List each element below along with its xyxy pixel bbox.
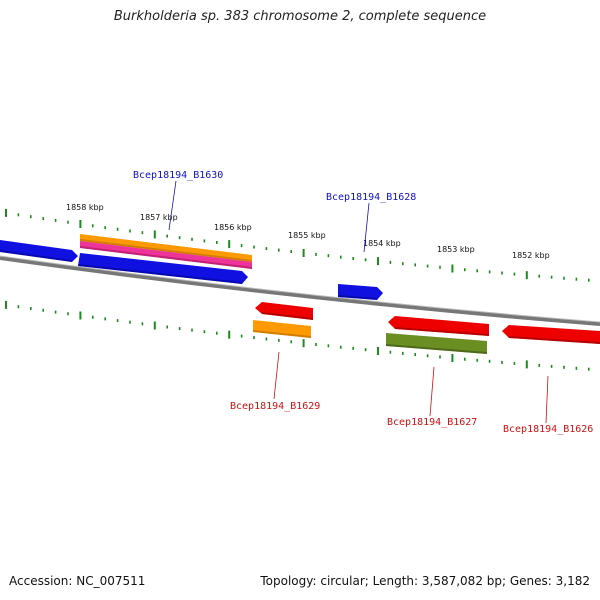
feature-orange-bar[interactable] [80, 234, 252, 262]
scale-label-1855: 1855 kbp [288, 231, 326, 240]
gene-label-b1629[interactable]: Bcep18194_B1629 [230, 401, 320, 412]
feature-orange-bar-b1629[interactable] [253, 320, 311, 338]
gene-label-b1630[interactable]: Bcep18194_B1630 [133, 170, 223, 181]
scale-label-1856: 1856 kbp [214, 223, 252, 232]
feature-red-arrow-b1627[interactable] [388, 316, 489, 336]
leader-line-b1629 [273, 351, 280, 400]
scale-label-1853: 1853 kbp [437, 245, 475, 254]
leader-line-b1628 [363, 202, 370, 253]
topology-summary: Topology: circular; Length: 3,587,082 bp… [260, 574, 590, 588]
feature-red-arrow-b1626[interactable] [502, 325, 600, 344]
feature-blue-arrow-b1628[interactable] [338, 284, 383, 300]
outer-tick-ring [5, 208, 590, 282]
scale-label-1858: 1858 kbp [66, 203, 104, 212]
leader-line-b1626 [545, 375, 549, 424]
leader-line-b1627 [429, 366, 435, 417]
chromosome-backbone [0, 256, 600, 326]
feature-olive-bar-b1627[interactable] [386, 333, 487, 354]
gene-label-b1626[interactable]: Bcep18194_B1626 [503, 424, 593, 435]
feature-blue-arrow-b1630[interactable] [78, 253, 248, 284]
inner-tick-ring [5, 300, 590, 371]
scale-label-1852: 1852 kbp [512, 251, 550, 260]
chromosome-backbone-highlight [0, 255, 600, 323]
scale-label-1854: 1854 kbp [363, 239, 401, 248]
feature-blue-arrow-left[interactable] [0, 240, 78, 262]
feature-red-arrow-b1629-upper[interactable] [255, 302, 313, 320]
map-title: Burkholderia sp. 383 chromosome 2, compl… [113, 9, 487, 24]
feature-magenta-bar[interactable] [80, 241, 252, 269]
gene-label-b1628[interactable]: Bcep18194_B1628 [326, 192, 416, 203]
accession-text: Accession: NC_007511 [9, 574, 146, 588]
gene-label-b1627[interactable]: Bcep18194_B1627 [387, 417, 477, 428]
leader-line-b1630 [168, 180, 177, 231]
scale-label-1857: 1857 kbp [140, 213, 178, 222]
